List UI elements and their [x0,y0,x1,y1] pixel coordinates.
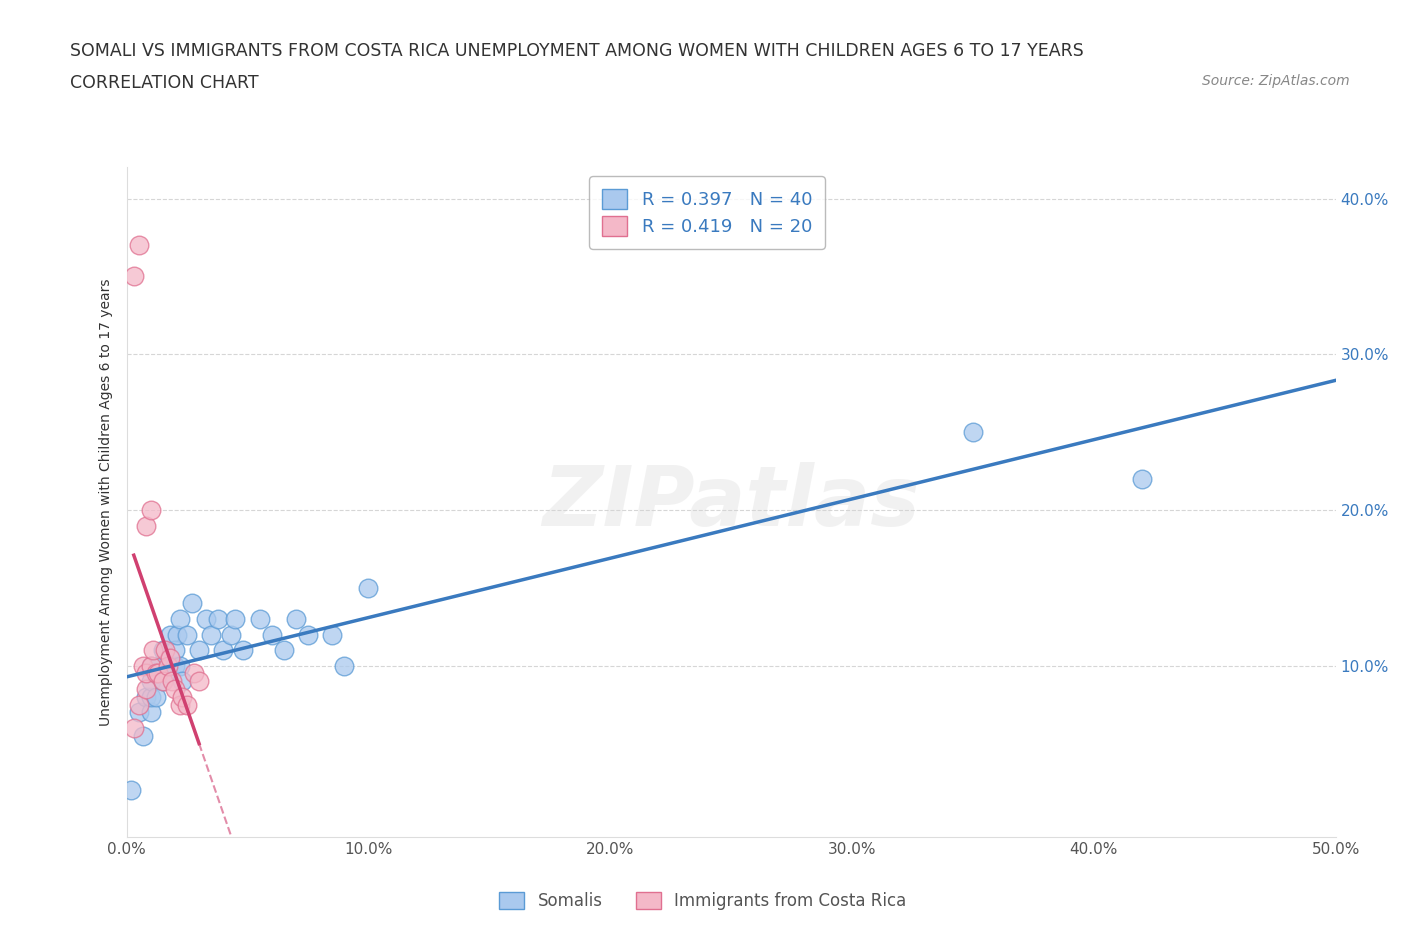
Point [962,425,984,440]
Point [169,612,191,627]
Point [152,674,174,689]
Text: Source: ZipAtlas.com: Source: ZipAtlas.com [1202,74,1350,88]
Legend: Somalis, Immigrants from Costa Rica: Somalis, Immigrants from Costa Rica [492,885,914,917]
Point [135,682,157,697]
Point [139,674,162,689]
Point [188,674,211,689]
Point [176,698,198,712]
Point [159,650,181,665]
Point [139,658,162,673]
Point [139,502,162,517]
Point [155,643,177,658]
Point [142,643,165,658]
Text: SOMALI VS IMMIGRANTS FROM COSTA RICA UNEMPLOYMENT AMONG WOMEN WITH CHILDREN AGES: SOMALI VS IMMIGRANTS FROM COSTA RICA UNE… [70,42,1084,60]
Point [188,643,211,658]
Point [260,627,283,642]
Point [132,658,155,673]
Point [128,238,150,253]
Point [172,674,194,689]
Point [156,666,179,681]
Point [159,627,181,642]
Point [219,627,242,642]
Point [152,643,174,658]
Point [135,518,157,533]
Point [207,612,229,627]
Point [200,627,222,642]
Point [163,682,186,697]
Point [1130,472,1153,486]
Point [333,658,356,673]
Point [139,689,162,704]
Point [162,674,184,689]
Point [128,698,150,712]
Point [156,658,179,673]
Point [145,666,167,681]
Text: CORRELATION CHART: CORRELATION CHART [70,74,259,92]
Y-axis label: Unemployment Among Women with Children Ages 6 to 17 years: Unemployment Among Women with Children A… [100,278,114,726]
Point [169,658,191,673]
Legend: R = 0.397   N = 40, R = 0.419   N = 20: R = 0.397 N = 40, R = 0.419 N = 20 [589,177,825,248]
Point [180,596,202,611]
Point [166,627,188,642]
Point [122,721,145,736]
Point [172,689,194,704]
Point [232,643,254,658]
Point [152,674,174,689]
Point [176,627,198,642]
Point [135,666,157,681]
Point [321,627,343,642]
Point [163,643,186,658]
Point [357,580,380,595]
Point [195,612,218,627]
Point [146,666,169,681]
Point [139,705,162,720]
Point [132,728,155,743]
Point [120,783,142,798]
Point [224,612,246,627]
Point [169,698,191,712]
Point [183,666,205,681]
Point [139,658,162,673]
Point [273,643,295,658]
Point [212,643,235,658]
Point [284,612,307,627]
Point [249,612,271,627]
Point [163,658,186,673]
Point [145,689,167,704]
Point [146,658,169,673]
Text: ZIPatlas: ZIPatlas [543,461,920,543]
Point [122,269,145,284]
Point [135,689,157,704]
Point [297,627,319,642]
Point [128,705,150,720]
